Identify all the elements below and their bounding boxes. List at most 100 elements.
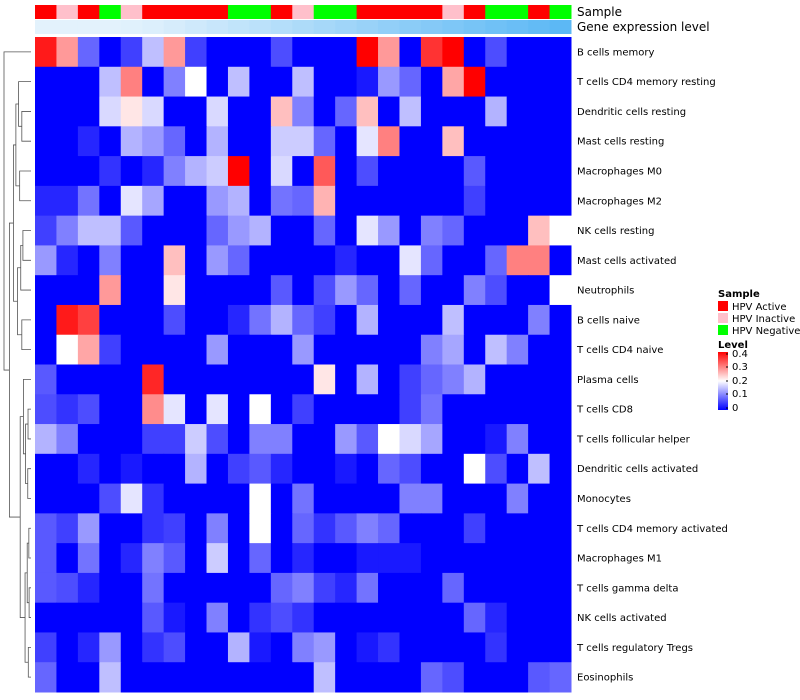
dendrogram-branch [24,572,29,663]
heatmap-cell [506,513,529,544]
sample-annotation-cell [528,5,551,19]
heatmap-cell [292,156,315,187]
heatmap-cell [163,602,186,633]
heatmap-cell [99,185,122,217]
heatmap-cell [206,632,229,663]
heatmap-cell [399,334,422,365]
heatmap-cell [270,245,293,276]
heatmap-cell [506,185,529,217]
heatmap-cell [485,275,508,306]
heatmap-cell [313,483,336,514]
heatmap-cell [142,275,165,306]
heatmap-cell [313,215,336,246]
heatmap-cell [420,662,443,693]
heatmap-cell [77,37,100,68]
heatmap-cell [206,66,229,98]
heatmap-cell [227,304,250,336]
heatmap-cell [549,66,572,98]
row-label: T cells gamma delta [576,583,678,594]
expression-annotation-cell [77,20,100,34]
heatmap-cell [142,602,165,633]
expression-annotation-cell [142,20,165,34]
legend-label-hpv-negative: HPV Negative [732,326,800,337]
heatmap-cell [185,156,208,187]
level-tick-label: 0.1 [732,389,748,400]
heatmap-cell [420,334,443,365]
heatmap-cell [77,304,100,336]
heatmap-cell [185,364,208,395]
heatmap-cell [227,156,250,187]
heatmap-cell [335,156,358,187]
heatmap-cell [56,96,79,127]
heatmap-cell [463,96,486,127]
heatmap-cell [485,483,508,514]
heatmap-cell [313,334,336,365]
heatmap-cell [270,394,293,425]
heatmap-cell [463,572,486,604]
heatmap-cell [163,185,186,217]
heatmap-cell [378,275,400,306]
heatmap-cell [485,185,508,217]
heatmap-cell [442,513,465,544]
heatmap-cell [249,66,272,98]
heatmap-cell [442,37,465,68]
heatmap-cell [77,126,100,157]
heatmap-cell [485,424,508,455]
heatmap-cell [185,126,208,157]
heatmap-cell [528,632,551,663]
expression-annotation-cell [313,20,336,34]
heatmap-cell [420,156,443,187]
heatmap-cell [56,602,79,633]
heatmap-cell [420,245,443,276]
heatmap-cell [206,572,229,604]
heatmap-cell [35,483,57,514]
heatmap-cell [378,543,400,574]
heatmap-cell [399,632,422,663]
heatmap-cell [420,602,443,633]
heatmap-cell [335,245,358,276]
heatmap-cell [77,334,100,365]
heatmap-cell [420,483,443,514]
heatmap-cell [356,185,379,217]
expression-annotation-cell [442,20,465,34]
heatmap-cell [442,662,465,693]
heatmap-cell [463,185,486,217]
heatmap-cell [399,483,422,514]
heatmap-cell [270,37,293,68]
heatmap-cell [378,662,400,693]
heatmap-cell [99,572,122,604]
heatmap-cell [206,96,229,127]
level-color-bar [718,352,728,410]
heatmap-cell [99,632,122,663]
heatmap-cell [77,364,100,395]
dendrogram-branch [23,378,31,455]
heatmap-cell [356,66,379,98]
heatmap-cell [528,334,551,365]
heatmap-cell [270,304,293,336]
sample-legend: Sample HPV Active HPV Inactive HPV Negat… [718,289,800,337]
sample-annotation-cell [313,5,336,19]
heatmap-cell [99,96,122,127]
heatmap-cell [206,602,229,633]
heatmap-cell [185,96,208,127]
heatmap-cell [528,543,551,574]
heatmap-cell [378,156,400,187]
heatmap-cell [163,424,186,455]
heatmap-cell [506,304,529,336]
heatmap-cell [270,185,293,217]
sample-legend-title: Sample [718,289,760,300]
heatmap-cell [142,394,165,425]
heatmap-cell [163,394,186,425]
heatmap-cell [378,96,400,127]
heatmap-cell [313,424,336,455]
heatmap-cell [270,96,293,127]
heatmap-cell [249,513,272,544]
heatmap-cell [313,37,336,68]
heatmap-cell [399,185,422,217]
heatmap-cell [292,37,315,68]
heatmap-cell [270,364,293,395]
row-label: Plasma cells [577,375,639,386]
heatmap-cell [142,185,165,217]
heatmap-cell [399,275,422,306]
heatmap-cell [56,424,79,455]
